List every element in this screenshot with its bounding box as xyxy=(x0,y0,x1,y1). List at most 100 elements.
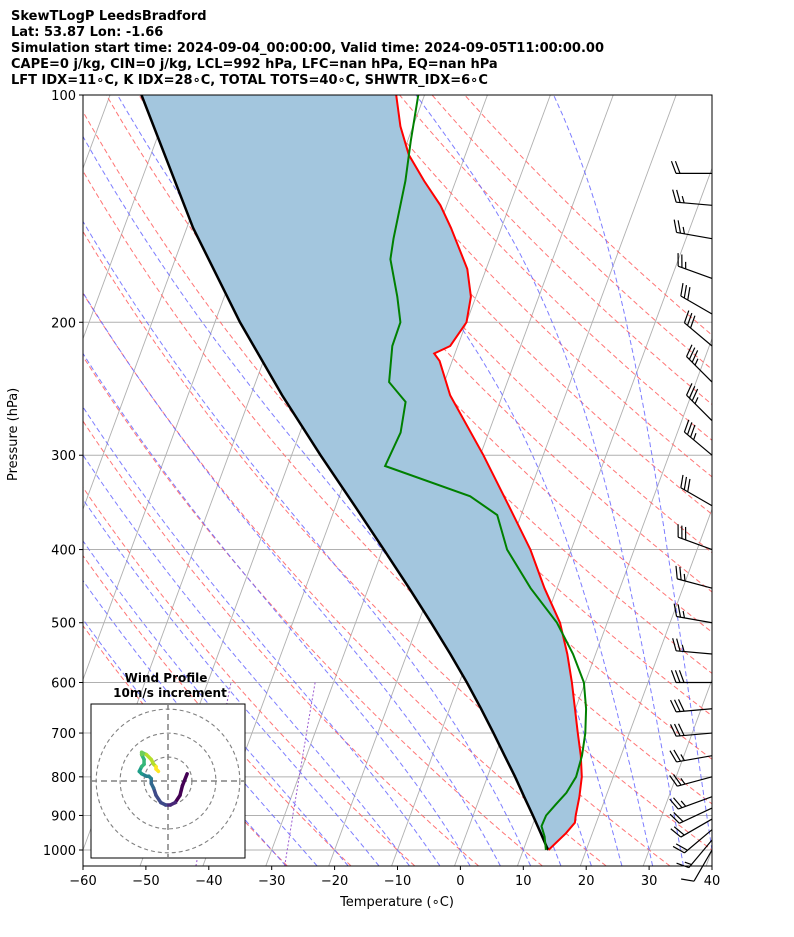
wind-barb-staff xyxy=(688,839,713,868)
wind-barb xyxy=(669,807,713,824)
y-tick-label: 300 xyxy=(51,449,76,464)
wind-barb xyxy=(670,818,713,838)
wind-barb xyxy=(680,283,713,315)
wind-barb-staff xyxy=(680,818,713,838)
wind-barb-feather xyxy=(669,750,678,763)
title-line-indices-2: LFT IDX=11∘C, K IDX=28∘C, TOTAL TOTS=40∘… xyxy=(11,73,488,88)
wind-barb-staff xyxy=(676,650,713,655)
wind-barb xyxy=(669,699,713,713)
wind-barb-staff xyxy=(693,849,713,882)
dry-adiabat xyxy=(83,420,479,866)
wind-barb-feather xyxy=(675,565,678,579)
wind-barb-feather xyxy=(685,344,693,357)
wind-barb xyxy=(670,670,712,684)
series-parcel-line xyxy=(140,95,550,851)
wind-barb-feather xyxy=(670,670,677,683)
wind-barb xyxy=(673,219,713,240)
wind-barb-feather xyxy=(688,347,696,360)
wind-barb xyxy=(681,849,713,882)
y-tick-label: 700 xyxy=(51,727,76,742)
dry-adiabat xyxy=(83,230,671,866)
wind-barb xyxy=(677,253,713,280)
profile-lines xyxy=(140,95,588,851)
wind-barb-feather xyxy=(693,432,697,441)
wind-barb-feather xyxy=(683,310,690,324)
isotherm xyxy=(579,507,712,866)
x-tick-label: 0 xyxy=(456,874,464,889)
isotherm xyxy=(391,95,677,866)
wind-barb-feather xyxy=(673,797,683,809)
wind-barb-staff xyxy=(676,755,713,763)
wind-barb-staff xyxy=(677,776,713,787)
moist-adiabat xyxy=(83,618,287,866)
wind-barb-feather xyxy=(669,775,678,787)
wind-barb-staff xyxy=(686,394,713,422)
hodograph-inset: Wind Profile 10m/s increment xyxy=(90,671,246,859)
wind-barb xyxy=(669,749,713,763)
x-tick-label: −20 xyxy=(321,874,348,889)
wind-barb-feather xyxy=(673,749,682,762)
wind-barb-feather xyxy=(691,388,699,402)
moist-adiabat xyxy=(83,454,410,866)
wind-barb xyxy=(675,565,713,589)
wind-barb-feather xyxy=(686,422,693,435)
wind-barb-feather xyxy=(682,226,686,234)
wind-barb-feather xyxy=(673,812,684,823)
hodograph-segment xyxy=(154,767,161,774)
wind-barb-staff xyxy=(676,708,713,713)
wind-barb-feather xyxy=(683,476,688,490)
title-line-station: SkewTLogP LeedsBradford xyxy=(11,9,207,24)
wind-barb-feather xyxy=(673,723,681,737)
wind-barb-feather xyxy=(681,644,685,652)
dry-adiabat xyxy=(301,95,712,515)
wind-barb-feather xyxy=(670,828,682,838)
wind-barb-feather xyxy=(680,778,686,785)
y-tick-label: 900 xyxy=(51,809,76,824)
wind-barb-feather xyxy=(673,699,681,712)
y-tick-label: 500 xyxy=(51,617,76,632)
wind-barb xyxy=(669,796,713,810)
cape-region xyxy=(141,95,582,850)
wind-barb-feather xyxy=(672,189,677,203)
wind-barb xyxy=(669,723,713,737)
wind-barb-staff xyxy=(680,295,713,315)
moist-adiabat xyxy=(83,220,532,866)
isotherm xyxy=(642,678,712,866)
wind-barb xyxy=(685,383,713,422)
x-tick-label: −50 xyxy=(132,874,159,889)
wind-barb-staff xyxy=(686,356,713,383)
wind-barb-staff xyxy=(676,615,713,624)
series-temperature-line xyxy=(395,95,583,851)
wind-barb-feather xyxy=(683,573,686,581)
wind-barb-feather xyxy=(694,397,699,404)
wind-barb-staff xyxy=(677,578,713,589)
wind-barb-feather xyxy=(674,670,681,683)
wind-barb-feather xyxy=(680,800,687,807)
wind-barb-staff xyxy=(677,796,713,810)
wind-barb-feather xyxy=(669,724,677,737)
x-axis-label-text: Temperature (∘C) xyxy=(340,895,454,910)
wind-barb-feather xyxy=(688,385,696,399)
dry-adiabat xyxy=(203,95,712,633)
wind-barb-feather xyxy=(676,189,681,203)
wind-barb-feather xyxy=(683,419,690,433)
wind-barb xyxy=(670,160,712,174)
wind-barb xyxy=(676,839,713,869)
wind-barb-feather xyxy=(677,699,685,712)
wind-barb-feather xyxy=(681,878,695,882)
series-dewpoint-line xyxy=(383,95,588,851)
wind-barb-feather xyxy=(674,160,681,174)
moist-adiabat xyxy=(83,540,349,866)
title-line-indices-1: CAPE=0 j/kg, CIN=0 j/kg, LCL=992 hPa, LF… xyxy=(11,57,498,72)
y-tick-label: 800 xyxy=(51,771,76,786)
wind-barb-feather xyxy=(672,845,685,854)
wind-barb-staff xyxy=(684,322,713,347)
hodograph-title: Wind Profile xyxy=(125,671,208,685)
wind-barb-feather xyxy=(676,862,690,869)
wind-barb-feather xyxy=(680,754,685,761)
dry-adiabat xyxy=(83,554,352,866)
wind-barb-feather xyxy=(687,287,691,301)
wind-barb-feather xyxy=(679,566,682,580)
isotherm xyxy=(83,95,174,341)
wind-barb-staff xyxy=(679,807,713,824)
